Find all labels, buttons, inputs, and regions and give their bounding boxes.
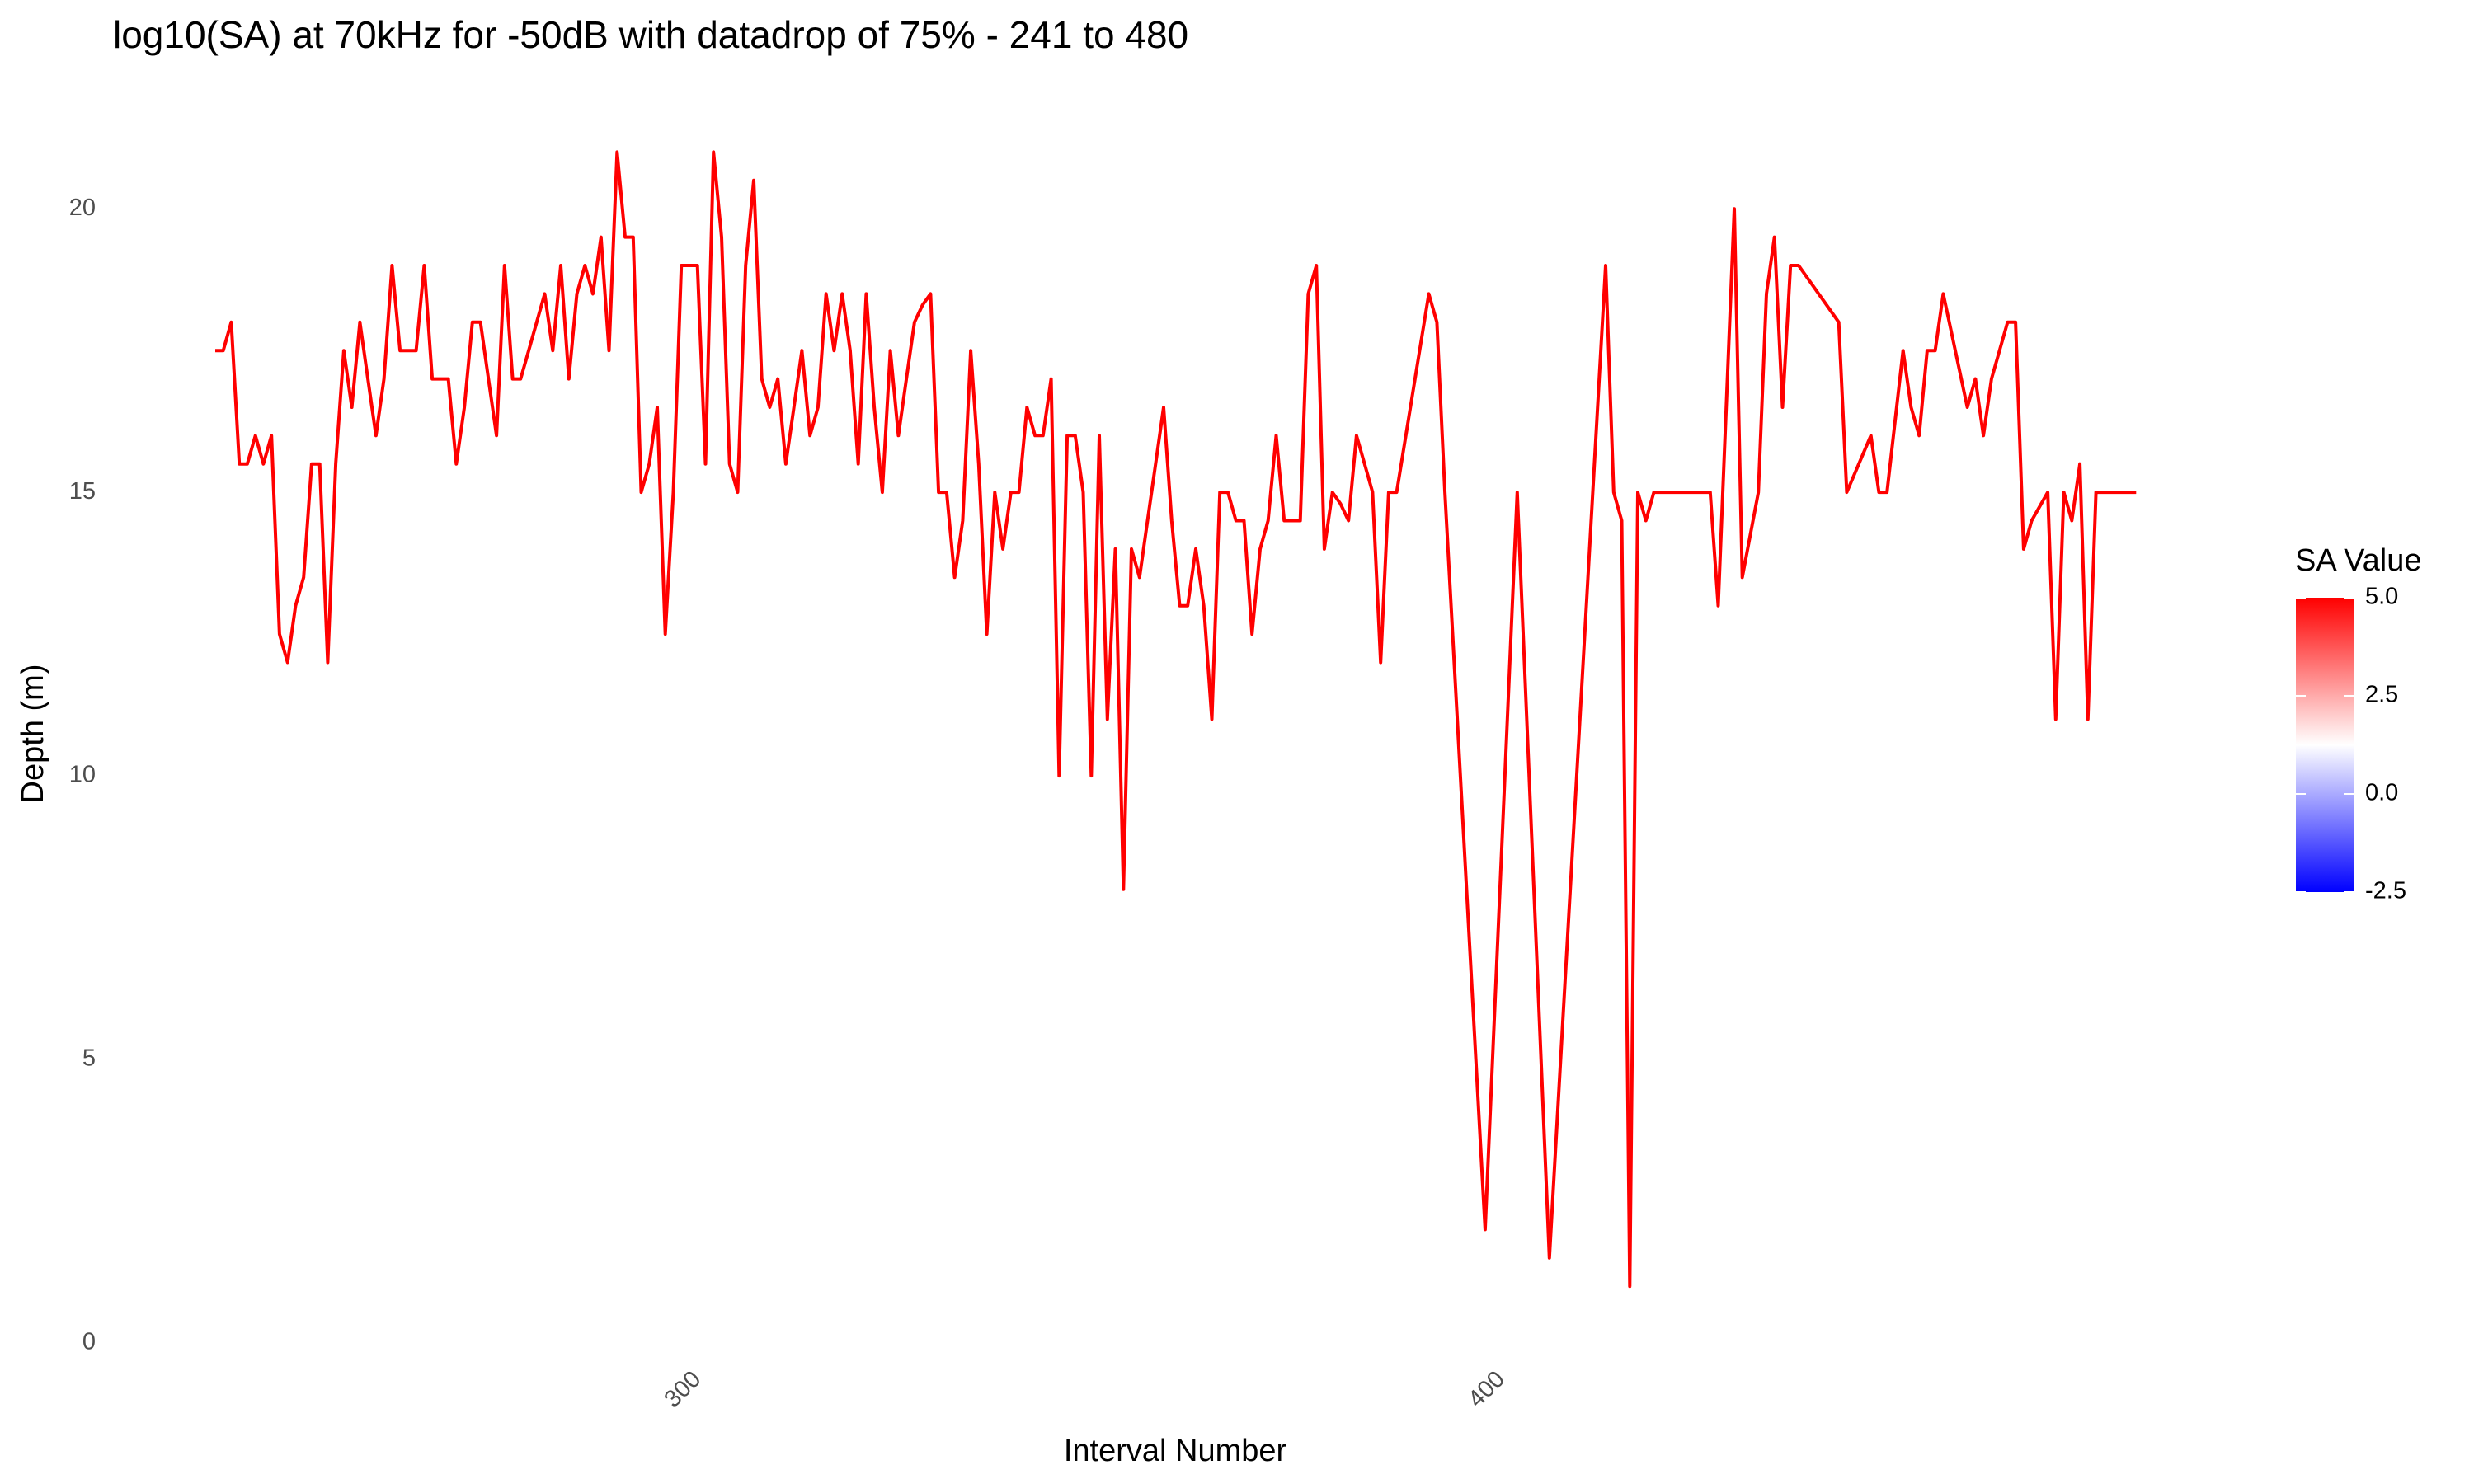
y-tick-label: 0 <box>82 1329 96 1355</box>
x-axis-title: Interval Number <box>1064 1434 1287 1468</box>
colorbar <box>2296 598 2354 892</box>
y-tick-label: 5 <box>82 1045 96 1072</box>
legend-label: 0.0 <box>2365 780 2398 806</box>
y-tick-label: 15 <box>69 478 96 505</box>
y-tick-label: 20 <box>69 195 96 221</box>
legend-label: -2.5 <box>2365 878 2406 904</box>
legend-label: 5.0 <box>2365 584 2398 610</box>
y-axis-title: Depth (m) <box>16 665 50 804</box>
depth-line <box>215 150 2137 1289</box>
x-tick-label: 400 <box>1463 1366 1510 1413</box>
chart-title: log10(SA) at 70kHz for -50dB with datadr… <box>113 13 1188 56</box>
x-tick-label: 300 <box>659 1366 706 1413</box>
legend-title: SA Value <box>2295 543 2422 578</box>
legend-label: 2.5 <box>2365 682 2398 708</box>
y-tick-label: 10 <box>69 762 96 788</box>
